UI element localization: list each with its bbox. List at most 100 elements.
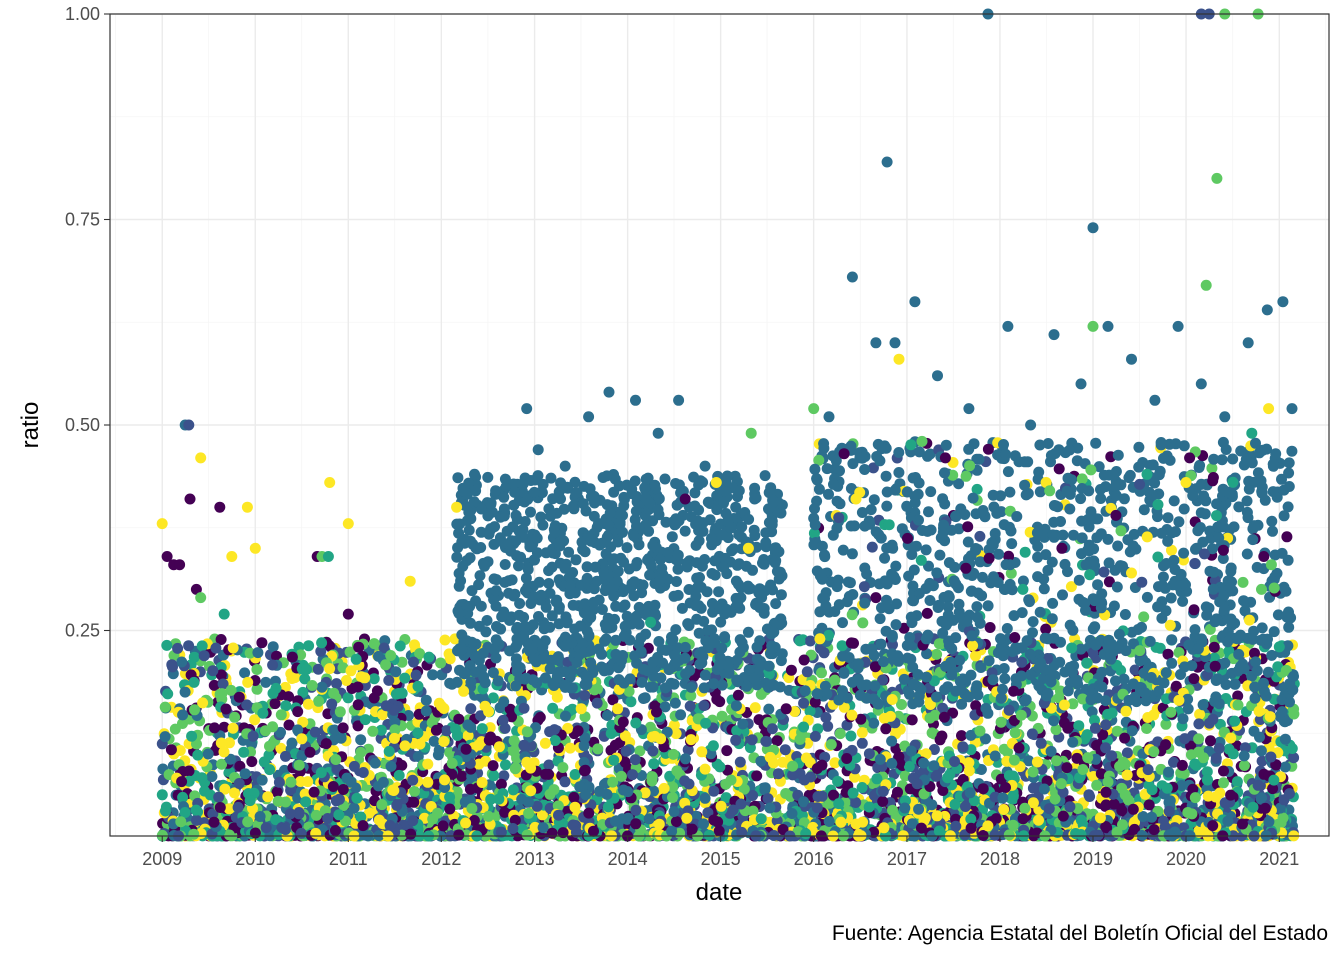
dense-point: [1188, 673, 1200, 685]
dense-point: [823, 815, 835, 827]
dense-point: [816, 667, 827, 679]
dense-point: [1231, 776, 1243, 788]
dense-point: [435, 657, 447, 669]
dense-point: [667, 792, 678, 803]
dense-point: [260, 676, 272, 688]
dense-point: [696, 746, 708, 758]
dense-point: [625, 696, 637, 708]
dense-point: [1051, 755, 1062, 767]
dense-point: [1035, 737, 1047, 749]
dense-point: [466, 803, 478, 814]
dense-point: [620, 745, 632, 757]
dense-point: [444, 653, 456, 665]
dense-point: [439, 634, 451, 646]
dense-point: [680, 753, 691, 765]
dense-point: [950, 820, 962, 832]
dense-point: [886, 735, 898, 747]
dense-point: [188, 676, 200, 688]
dense-point: [989, 750, 1001, 762]
dense-point: [845, 730, 857, 742]
dense-point: [1278, 715, 1290, 727]
dense-point: [453, 829, 465, 841]
dense-point: [667, 748, 679, 760]
dense-point: [669, 697, 681, 709]
dense-point: [1019, 802, 1031, 814]
dense-point: [1038, 783, 1050, 795]
dense-point: [262, 791, 274, 803]
dense-point: [179, 686, 191, 698]
dense-point: [1000, 782, 1011, 793]
dense-point: [410, 669, 422, 681]
dense-point: [438, 736, 450, 747]
dense-point: [355, 746, 367, 758]
dense-point: [794, 733, 806, 745]
dense-point: [1279, 761, 1291, 773]
dense-point: [1176, 759, 1188, 771]
dense-point: [273, 776, 285, 788]
dense-point: [800, 752, 812, 764]
dense-point: [779, 744, 791, 756]
dense-point: [547, 702, 559, 714]
dense-point: [488, 770, 500, 782]
dense-point: [399, 672, 411, 684]
dense-point: [223, 829, 235, 841]
dense-point: [229, 711, 241, 723]
dense-point: [1003, 770, 1015, 782]
dense-point: [510, 762, 522, 774]
dense-point: [1108, 798, 1120, 810]
dense-point: [465, 703, 477, 715]
dense-point: [521, 829, 533, 841]
dense-point: [880, 723, 892, 735]
dense-point: [156, 789, 168, 801]
dense-point: [970, 650, 981, 662]
dense-point: [1045, 745, 1057, 757]
dense-point: [716, 710, 728, 722]
dense-point: [1223, 743, 1235, 755]
dense-point: [238, 746, 250, 758]
dense-point: [1205, 735, 1216, 747]
dense-point: [1247, 801, 1259, 813]
dense-point: [572, 725, 584, 737]
dense-point: [629, 754, 641, 766]
dense-point: [302, 698, 314, 710]
dense-point: [811, 802, 823, 814]
dense-point: [405, 828, 417, 840]
dense-point: [863, 801, 875, 813]
dense-point: [313, 695, 325, 707]
dense-point: [734, 756, 746, 768]
dense-point: [383, 674, 395, 686]
dense-point: [1165, 706, 1177, 718]
dense-point: [380, 659, 392, 671]
dense-point: [439, 774, 451, 786]
dense-point: [498, 696, 510, 708]
dense-point: [196, 640, 208, 652]
dense-point: [1193, 718, 1205, 730]
dense-point: [1048, 715, 1060, 727]
dense-point: [698, 700, 710, 712]
dense-point: [408, 796, 420, 808]
dense-point: [1252, 779, 1264, 791]
dense-point: [798, 654, 810, 666]
dense-point: [385, 760, 397, 772]
dense-point: [308, 786, 320, 798]
dense-point: [1027, 782, 1039, 794]
dense-point: [963, 757, 975, 769]
dense-point: [256, 774, 268, 786]
dense-point: [1286, 743, 1298, 754]
dense-point: [681, 812, 693, 824]
dense-point: [644, 721, 656, 733]
dense-point: [1179, 733, 1191, 745]
dense-point: [1161, 782, 1173, 794]
dense-point: [257, 707, 269, 719]
dense-point: [829, 674, 841, 686]
dense-point: [551, 691, 563, 703]
dense-point: [607, 776, 619, 788]
dense-point: [301, 663, 313, 675]
dense-point: [227, 722, 239, 734]
dense-point: [252, 647, 264, 659]
dense-point: [192, 749, 204, 761]
dense-point: [928, 760, 940, 772]
dense-point: [368, 638, 380, 650]
dense-point: [730, 700, 742, 712]
dense-point: [989, 829, 1001, 841]
